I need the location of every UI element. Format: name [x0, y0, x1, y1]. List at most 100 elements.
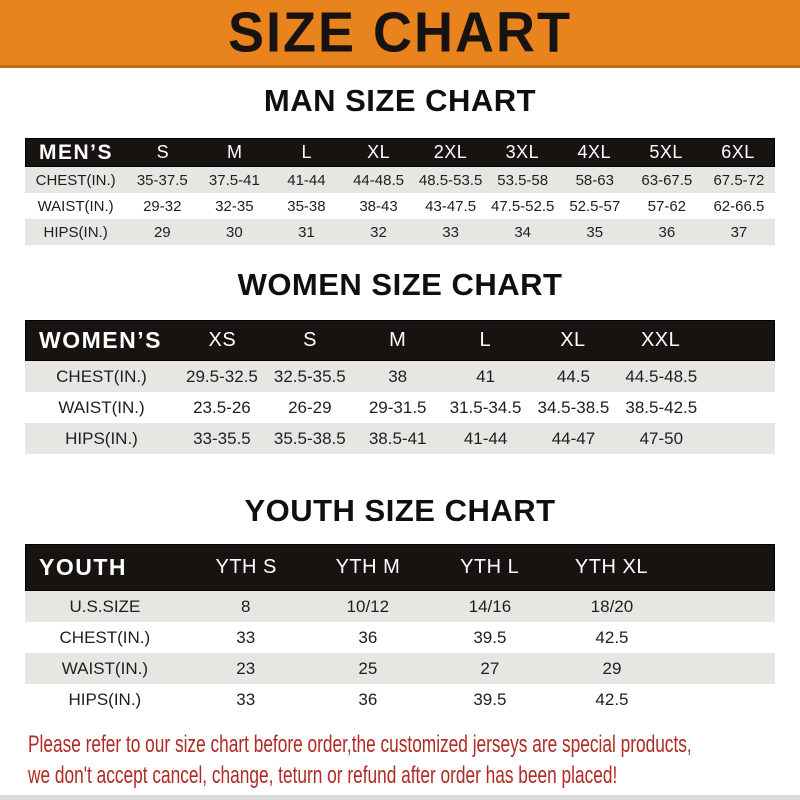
size-value: 48.5-53.5: [418, 171, 483, 189]
size-column-header: 4XL: [577, 142, 612, 162]
table-row: CHEST(IN.) 33 36 39.5 42.5: [25, 622, 775, 653]
size-column-header: 2XL: [433, 142, 468, 162]
row-label: CHEST(IN.): [59, 627, 151, 647]
section-heading-men: MAN SIZE CHART: [263, 83, 537, 118]
size-column-header: M: [389, 329, 407, 351]
size-value: 37.5-41: [208, 171, 260, 189]
size-column-header: XXL: [640, 329, 681, 351]
size-value: 35-37.5: [136, 171, 188, 189]
size-value: 34: [514, 223, 532, 241]
size-column-header: S: [303, 329, 317, 351]
size-column-header: L: [479, 329, 492, 351]
size-column-header: XS: [208, 329, 237, 351]
size-value: 8: [241, 596, 251, 616]
size-value: 52.5-57: [569, 197, 621, 215]
section-heading-women: WOMEN SIZE CHART: [237, 267, 563, 302]
row-label: U.S.SIZE: [69, 596, 141, 616]
table-row: CHEST(IN.) 35-37.5 37.5-41 41-44 44-48.5 48.5…: [25, 167, 775, 193]
row-label: HIPS(IN.): [65, 428, 138, 448]
table-row: CHEST(IN.) 29.5-32.5 32.5-35.5 38 41 44.5 44.5…: [25, 361, 775, 392]
table-header-label: WOMEN’S: [39, 327, 162, 353]
size-value: 37: [730, 223, 748, 241]
size-value: 63-67.5: [641, 171, 693, 189]
size-value: 33: [236, 689, 256, 709]
size-value: 10/12: [346, 596, 390, 616]
size-value: 32: [370, 223, 387, 241]
row-label: WAIST(IN.): [61, 658, 148, 678]
notice-line-2: we don't accept cancel, change, teturn o…: [28, 762, 618, 789]
size-value: 41-44: [287, 171, 326, 189]
size-column-header: YTH L: [460, 556, 520, 578]
size-value: 38.5-41: [368, 428, 427, 448]
size-value: 58-63: [575, 171, 614, 189]
youth-size-table: YOUTH YTH S YTH M YTH L YTH XL U.S.SIZE 8 10/12…: [25, 544, 775, 715]
size-value: 44-48.5: [353, 171, 404, 189]
size-value: 33: [236, 627, 256, 647]
size-value: 14/16: [468, 596, 512, 616]
size-value: 38: [388, 366, 408, 386]
size-value: 23.5-26: [193, 397, 251, 417]
banner: SIZE CHART: [0, 0, 800, 68]
size-value: 34.5-38.5: [537, 397, 610, 417]
size-column-header: M: [227, 142, 243, 162]
size-column-header: XL: [367, 142, 391, 162]
size-value: 29: [602, 658, 622, 678]
size-value: 47.5-52.5: [490, 197, 555, 215]
size-column-header: YTH XL: [574, 556, 648, 578]
bottom-edge-strip: [0, 795, 800, 800]
size-value: 47-50: [639, 428, 684, 448]
section-women: WOMEN SIZE CHART WOMEN’S XS S M L XL XXL CHEST(I…: [0, 267, 800, 454]
size-chart-sections: MAN SIZE CHART MEN’S S M L XL 2XL 3XL 4XL 5XL 6XL C…: [0, 83, 800, 715]
size-value: 31: [298, 223, 315, 241]
table-header-row: WOMEN’S XS S M L XL XXL: [25, 320, 775, 361]
row-label: HIPS(IN.): [43, 223, 108, 241]
table-header-label: YOUTH: [39, 554, 127, 580]
table-row: HIPS(IN.) 33-35.5 35.5-38.5 38.5-41 41-44 44-…: [25, 423, 775, 454]
size-value: 31.5-34.5: [449, 397, 522, 417]
size-value: 36: [658, 223, 676, 241]
size-value: 41-44: [463, 428, 508, 448]
row-label: CHEST(IN.): [35, 171, 116, 189]
size-value: 32-35: [215, 197, 254, 215]
size-value: 53.5-58: [497, 171, 549, 189]
size-value: 42.5: [595, 689, 629, 709]
size-value: 32.5-35.5: [273, 366, 346, 386]
size-column-header: L: [301, 142, 312, 162]
row-label: HIPS(IN.): [68, 689, 142, 709]
table-header-row: MEN’S S M L XL 2XL 3XL 4XL 5XL 6XL: [25, 138, 775, 167]
size-value: 27: [480, 658, 500, 678]
size-value: 67.5-72: [713, 171, 765, 189]
size-value: 42.5: [595, 627, 629, 647]
notice-line-1: Please refer to our size chart before or…: [28, 731, 692, 758]
size-column-header: 5XL: [649, 142, 683, 162]
size-value: 57-62: [647, 197, 687, 215]
size-value: 30: [226, 223, 243, 241]
size-value: 44.5-48.5: [625, 366, 698, 386]
size-column-header: YTH S: [215, 556, 277, 578]
table-row: WAIST(IN.) 29-32 32-35 35-38 38-43 43-47.5 47.…: [25, 193, 775, 219]
size-value: 41: [476, 366, 496, 386]
banner-title: SIZE CHART: [228, 1, 572, 64]
section-heading-youth: YOUTH SIZE CHART: [244, 493, 556, 528]
size-value: 29-31.5: [368, 397, 427, 417]
row-label: WAIST(IN.): [37, 197, 114, 215]
size-value: 44-47: [551, 428, 596, 448]
size-value: 35.5-38.5: [273, 428, 346, 448]
size-value: 29.5-32.5: [186, 366, 258, 386]
size-value: 18/20: [590, 596, 634, 616]
size-value: 36: [358, 689, 378, 709]
table-row: WAIST(IN.) 23.5-26 26-29 29-31.5 31.5-34.5 34…: [25, 392, 775, 423]
size-value: 35-38: [287, 197, 326, 215]
size-value: 35: [586, 223, 604, 241]
table-row: HIPS(IN.) 33 36 39.5 42.5: [25, 684, 775, 715]
section-youth: YOUTH SIZE CHART YOUTH YTH S YTH M YTH L YTH …: [0, 493, 800, 715]
size-value: 26-29: [288, 397, 332, 417]
size-value: 44.5: [556, 366, 590, 386]
size-value: 43-47.5: [425, 197, 477, 215]
size-column-header: XL: [560, 329, 586, 351]
size-value: 39.5: [473, 627, 507, 647]
table-row: WAIST(IN.) 23 25 27 29: [25, 653, 775, 684]
row-label: CHEST(IN.): [56, 366, 147, 386]
size-value: 38-43: [359, 197, 398, 215]
